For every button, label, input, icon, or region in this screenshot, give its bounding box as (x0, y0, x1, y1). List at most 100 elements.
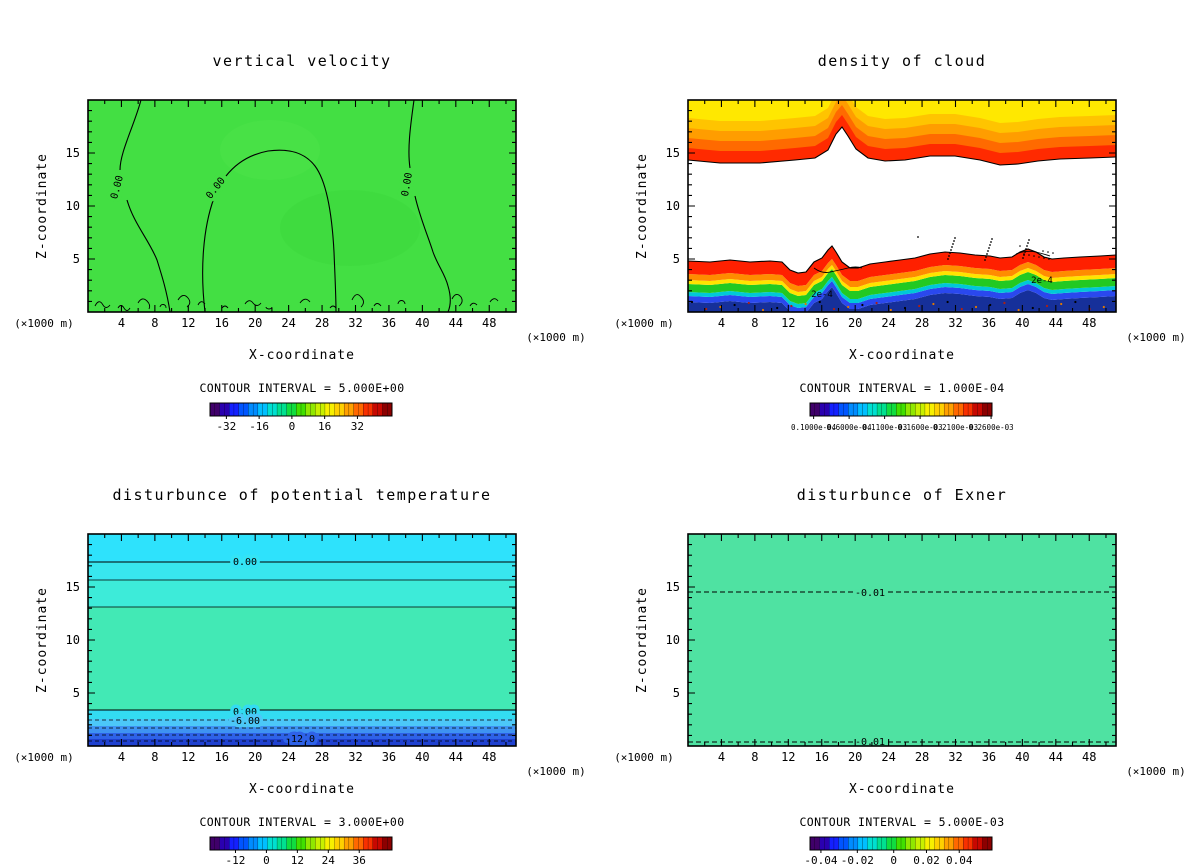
svg-text:40: 40 (1015, 316, 1029, 330)
svg-text:28: 28 (315, 316, 329, 330)
svg-text:0.6000e-04: 0.6000e-04 (827, 423, 873, 432)
x-unit-label: (×1000 m) (526, 331, 586, 344)
axis-ticks (688, 100, 1116, 312)
svg-text:10: 10 (666, 633, 680, 647)
density-deco (688, 100, 1116, 312)
x-tick-labels: 4 8 12 16 20 24 28 32 36 40 44 48 (718, 316, 1097, 330)
x-axis-label: X-coordinate (849, 782, 955, 797)
svg-text:-32: -32 (216, 420, 236, 433)
zero-contour-lines (119, 100, 451, 312)
svg-text:8: 8 (751, 316, 758, 330)
svg-text:-0.02: -0.02 (841, 854, 874, 867)
svg-text:24: 24 (881, 750, 895, 764)
svg-text:24: 24 (881, 316, 895, 330)
axis-ticks (88, 534, 516, 746)
x-unit-label: (×1000 m) (1126, 331, 1186, 344)
svg-text:4: 4 (118, 750, 125, 764)
colorbar: 0.1000e-040.6000e-040.1100e-030.1600e-03… (791, 402, 1014, 432)
svg-text:0: 0 (289, 420, 296, 433)
svg-text:12: 12 (181, 750, 195, 764)
svg-text:0.02: 0.02 (913, 854, 940, 867)
svg-text:0.2100e-03: 0.2100e-03 (933, 423, 978, 432)
svg-text:4: 4 (718, 750, 725, 764)
svg-text:0.1100e-03: 0.1100e-03 (862, 423, 907, 432)
x-tick-labels: 4 8 12 16 20 24 28 32 36 40 44 48 (118, 750, 497, 764)
svg-text:10: 10 (66, 199, 80, 213)
svg-text:16: 16 (815, 750, 829, 764)
svg-text:-16: -16 (249, 420, 269, 433)
svg-text:48: 48 (482, 750, 496, 764)
x-axis-label: X-coordinate (249, 782, 355, 797)
svg-text:15: 15 (66, 146, 80, 160)
contour-labels: -0.01 -0.01 (851, 585, 888, 748)
y-axis-label: Z-coordinate (35, 153, 50, 259)
svg-text:5: 5 (673, 686, 680, 700)
svg-text:4: 4 (118, 316, 125, 330)
svg-text:12: 12 (291, 854, 304, 867)
contour-interval-caption: CONTOUR INTERVAL = 1.000E-04 (799, 381, 1004, 395)
plot-area: 0.00 0.00 -6.00 -12.0 (88, 534, 516, 746)
contour-interval-caption: CONTOUR INTERVAL = 3.000E+00 (199, 815, 404, 829)
svg-text:20: 20 (848, 750, 862, 764)
y-axis-label: Z-coordinate (635, 153, 650, 259)
vertical-velocity-plot: 0.00 0.00 0.00 4 8 12 16 20 24 28 32 36 40 44 48 51… (14, 52, 586, 433)
svg-text:20: 20 (248, 750, 262, 764)
y-unit-label: (×1000 m) (14, 751, 74, 764)
svg-text:8: 8 (751, 750, 758, 764)
contour-interval-caption: CONTOUR INTERVAL = 5.000E-03 (799, 815, 1004, 829)
surface-noise-contours (94, 294, 499, 311)
svg-text:48: 48 (1082, 316, 1096, 330)
svg-text:-0.04: -0.04 (804, 854, 837, 867)
contour-labels: 0.00 0.00 -6.00 -12.0 (226, 554, 318, 747)
y-tick-labels: 5 10 15 (666, 580, 680, 700)
svg-text:15: 15 (666, 146, 680, 160)
panel-title: vertical velocity (212, 52, 391, 70)
svg-text:32: 32 (948, 750, 962, 764)
axis-ticks (88, 100, 516, 312)
panel-title: disturbunce of Exner (797, 486, 1008, 504)
svg-text:28: 28 (915, 750, 929, 764)
panel-exner: -0.01 -0.01 4 8 12 16 20 24 28 32 36 40 44 48 5 10 15… (600, 434, 1200, 868)
svg-text:48: 48 (482, 316, 496, 330)
y-tick-labels: 5 10 15 (66, 580, 80, 700)
svg-text:36: 36 (982, 750, 996, 764)
y-unit-label: (×1000 m) (614, 751, 674, 764)
svg-text:12: 12 (781, 316, 795, 330)
svg-text:4: 4 (718, 316, 725, 330)
svg-text:0.1600e-03: 0.1600e-03 (898, 423, 943, 432)
svg-text:32: 32 (351, 420, 364, 433)
svg-text:20: 20 (848, 316, 862, 330)
contour-label: -6.00 (230, 716, 260, 727)
svg-text:48: 48 (1082, 750, 1096, 764)
contour-label: 0.00 (233, 707, 257, 718)
svg-text:40: 40 (415, 750, 429, 764)
svg-text:24: 24 (281, 750, 295, 764)
contour-label: 2e-4 (1031, 276, 1053, 286)
y-axis-label: Z-coordinate (35, 587, 50, 693)
y-tick-labels: 5 10 15 (66, 146, 80, 266)
exner-plot: -0.01 -0.01 4 8 12 16 20 24 28 32 36 40 44 48 51015… (614, 486, 1186, 867)
svg-text:44: 44 (1049, 316, 1063, 330)
contour-label: -0.01 (855, 588, 885, 599)
svg-text:28: 28 (915, 316, 929, 330)
svg-text:5: 5 (73, 252, 80, 266)
svg-text:20: 20 (248, 316, 262, 330)
colorbar: -12 0 12 24 36 (209, 836, 393, 867)
x-axis-label: X-coordinate (249, 348, 355, 363)
plot-area: 0.00 0.00 0.00 (88, 100, 516, 312)
svg-text:0.2600e-03: 0.2600e-03 (969, 423, 1014, 432)
svg-text:36: 36 (982, 316, 996, 330)
svg-text:8: 8 (151, 750, 158, 764)
x-axis-label: X-coordinate (849, 348, 955, 363)
contour-label: 0.00 (233, 557, 257, 568)
svg-text:5: 5 (673, 252, 680, 266)
theta-deco (88, 534, 516, 746)
contour-label: -0.01 (855, 737, 885, 748)
y-unit-label: (×1000 m) (14, 317, 74, 330)
contour-interval-caption: CONTOUR INTERVAL = 5.000E+00 (199, 381, 404, 395)
x-unit-label: (×1000 m) (526, 765, 586, 778)
